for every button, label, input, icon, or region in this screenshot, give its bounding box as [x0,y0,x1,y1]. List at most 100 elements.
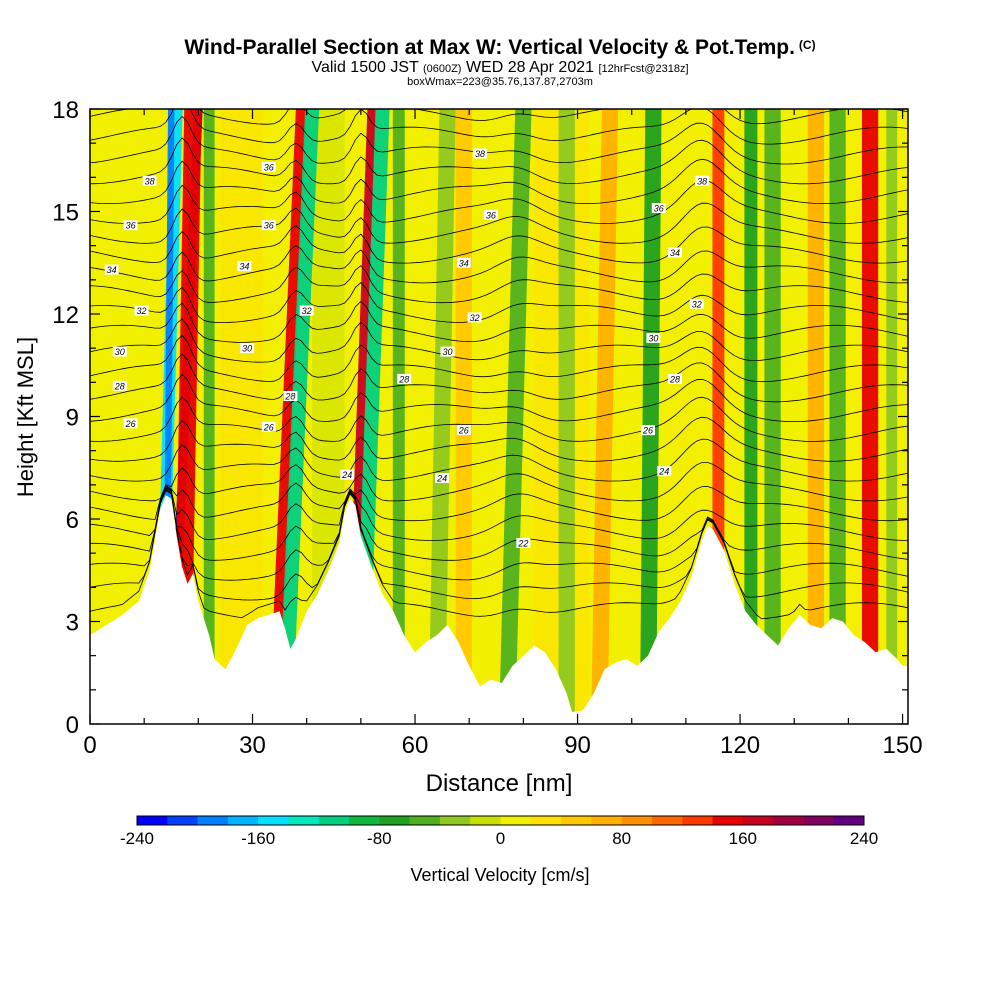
theta-label-bg [112,380,127,391]
theta-contour [90,482,908,522]
theta-contour [90,489,908,601]
theta-label: 24 [436,474,447,484]
colorbar-tick-label: 240 [850,829,878,848]
theta-label: 32 [470,313,480,323]
velocity-band [203,109,215,712]
colorbar: -240 -160 -80 0 80 160 240 [120,815,878,848]
theta-label: 26 [125,419,136,429]
valid-utc: (0600Z) [422,63,462,75]
theta-label-bg [104,264,119,275]
colorbar-tick-label: 80 [612,829,631,848]
velocity-band [499,109,532,712]
velocity-band [428,109,456,712]
theta-label-bg [456,425,471,436]
colorbar-swatch [833,816,865,825]
theta-label: 28 [284,392,295,402]
theta-label-bg [397,373,412,384]
colorbar-swatch [137,816,168,825]
velocity-band [861,109,879,712]
velocity-band [268,109,307,712]
theta-label-bg [695,175,710,186]
theta-label: 30 [115,347,125,357]
theta-contour [90,488,908,581]
colorbar-swatch [379,816,410,825]
colorbar-swatch [439,816,471,825]
theta-label-bg [657,466,672,477]
velocity-region [220,109,264,712]
theta-label: 36 [486,210,496,220]
y-tick-label: 18 [52,97,79,124]
y-tick-label: 0 [66,712,79,739]
x-tick-label: 120 [720,732,760,759]
theta-contour [90,109,908,125]
colorbar-tick-label: -240 [120,829,154,848]
theta-contour [90,202,908,244]
theta-contour [90,115,908,165]
velocity-region [312,109,345,712]
theta-labels: 38 36 38 38 36 36 36 36 34 34 34 34 32 32 32 32 30 30 30 30… [104,148,710,548]
theta-label: 32 [692,299,702,309]
box-info: boxWmax=223@35.76,137.87,2703m [407,76,593,88]
theta-contour [90,416,908,462]
theta-contour [90,179,908,224]
theta-label: 28 [398,374,409,384]
theta-label: 34 [670,248,680,258]
theta-label: 32 [136,306,146,316]
theta-label-bg [440,346,455,357]
colorbar-swatch [773,816,804,825]
theta-label-bg [134,305,149,316]
y-tick-label: 15 [52,200,79,227]
theta-label: 26 [458,426,469,436]
theta-label-bg [299,305,314,316]
chart-title: Wind-Parallel Section at Max W: Vertical… [0,36,1000,60]
theta-label-bg [651,203,666,214]
colorbar-swatch [500,816,532,825]
theta-label: 38 [697,176,707,186]
velocity-band [392,109,405,712]
theta-contour [90,438,908,482]
theta-contour [90,225,908,264]
velocity-band [558,109,575,712]
theta-label-bg [483,209,498,220]
theta-label-bg [123,220,138,231]
theta-contour [90,109,908,145]
colorbar-swatch [742,816,774,825]
colorbar-tick-label: 160 [729,829,757,848]
x-tick-label: 60 [402,732,429,759]
theta-label: 30 [443,347,453,357]
theta-contour [90,462,908,502]
velocity-band [591,109,619,712]
theta-label: 30 [648,333,658,343]
velocity-field [90,109,908,712]
colorbar-swatch [651,816,683,825]
theta-label-bg [237,261,252,272]
velocity-band [744,109,758,712]
theta-label: 26 [642,426,653,436]
theta-label-bg [142,175,157,186]
theta-label-bg [668,247,683,258]
theta-label-bg [261,421,276,432]
theta-label-bg [283,391,298,401]
theta-contour [90,353,908,403]
theta-label-bg [646,332,661,343]
theta-contour [90,334,908,383]
theta-label: 36 [264,221,274,231]
velocity-band [277,109,320,712]
theta-label-bg [516,537,531,548]
velocity-band [764,109,781,712]
theta-label-bg [668,373,683,384]
chart-subtitle: Valid 1500 JST (0600Z) WED 28 Apr 2021 [… [0,59,1000,77]
colorbar-swatch [470,816,501,825]
theta-label: 24 [341,470,352,480]
x-tick-label: 90 [564,732,591,759]
colorbar-swatch [530,816,562,825]
colorbar-swatch [258,816,289,825]
chart-title-tag: (C) [798,38,816,52]
colorbar-tick-label: -160 [241,829,275,848]
theta-label: 38 [475,149,485,159]
theta-contours [90,109,908,620]
theta-contour [90,486,908,541]
theta-label-bg [467,312,482,323]
colorbar-swatch [682,816,713,825]
